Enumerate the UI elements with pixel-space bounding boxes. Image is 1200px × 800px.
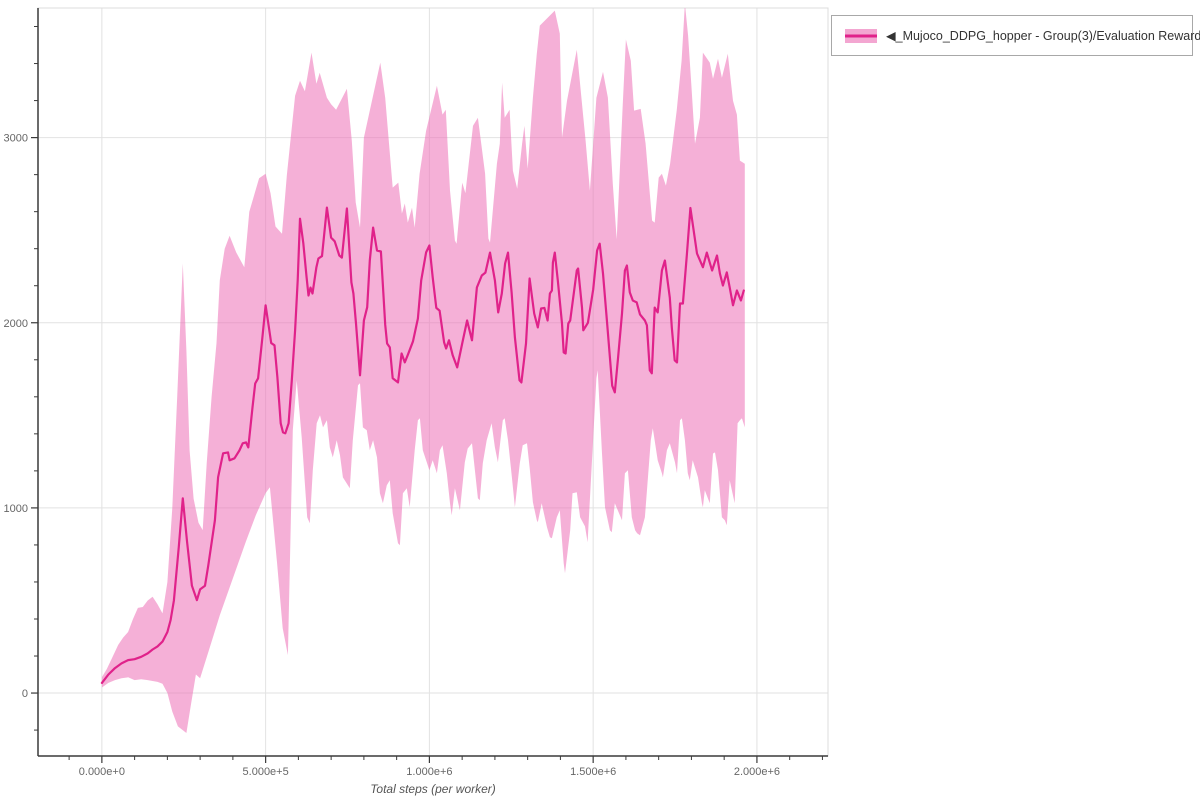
legend: ◀_Mujoco_DDPG_hopper - Group(3)/Evaluati… bbox=[831, 15, 1200, 56]
x-tick-label: 1.000e+6 bbox=[406, 766, 452, 778]
y-tick-label: 0 bbox=[22, 688, 28, 700]
min-max-band bbox=[101, 8, 745, 733]
series-swatch-icon bbox=[845, 28, 877, 43]
legend-series-label: ◀_Mujoco_DDPG_hopper - Group(3)/Evaluati… bbox=[886, 29, 1200, 43]
line-swatch bbox=[845, 34, 877, 37]
mean-reward-line bbox=[100, 206, 745, 684]
x-tick-label: 0.000e+0 bbox=[79, 766, 125, 778]
y-tick-label: 1000 bbox=[4, 503, 28, 515]
x-tick-label: 5.000e+5 bbox=[243, 766, 289, 778]
x-axis-title: Total steps (per worker) bbox=[370, 782, 496, 796]
y-tick-label: 2000 bbox=[4, 318, 28, 330]
x-tick-label: 1.500e+6 bbox=[570, 766, 616, 778]
legend-item[interactable]: ◀_Mujoco_DDPG_hopper - Group(3)/Evaluati… bbox=[845, 28, 1200, 43]
y-tick-label: 3000 bbox=[4, 133, 28, 145]
x-tick-label: 2.000e+6 bbox=[734, 766, 780, 778]
